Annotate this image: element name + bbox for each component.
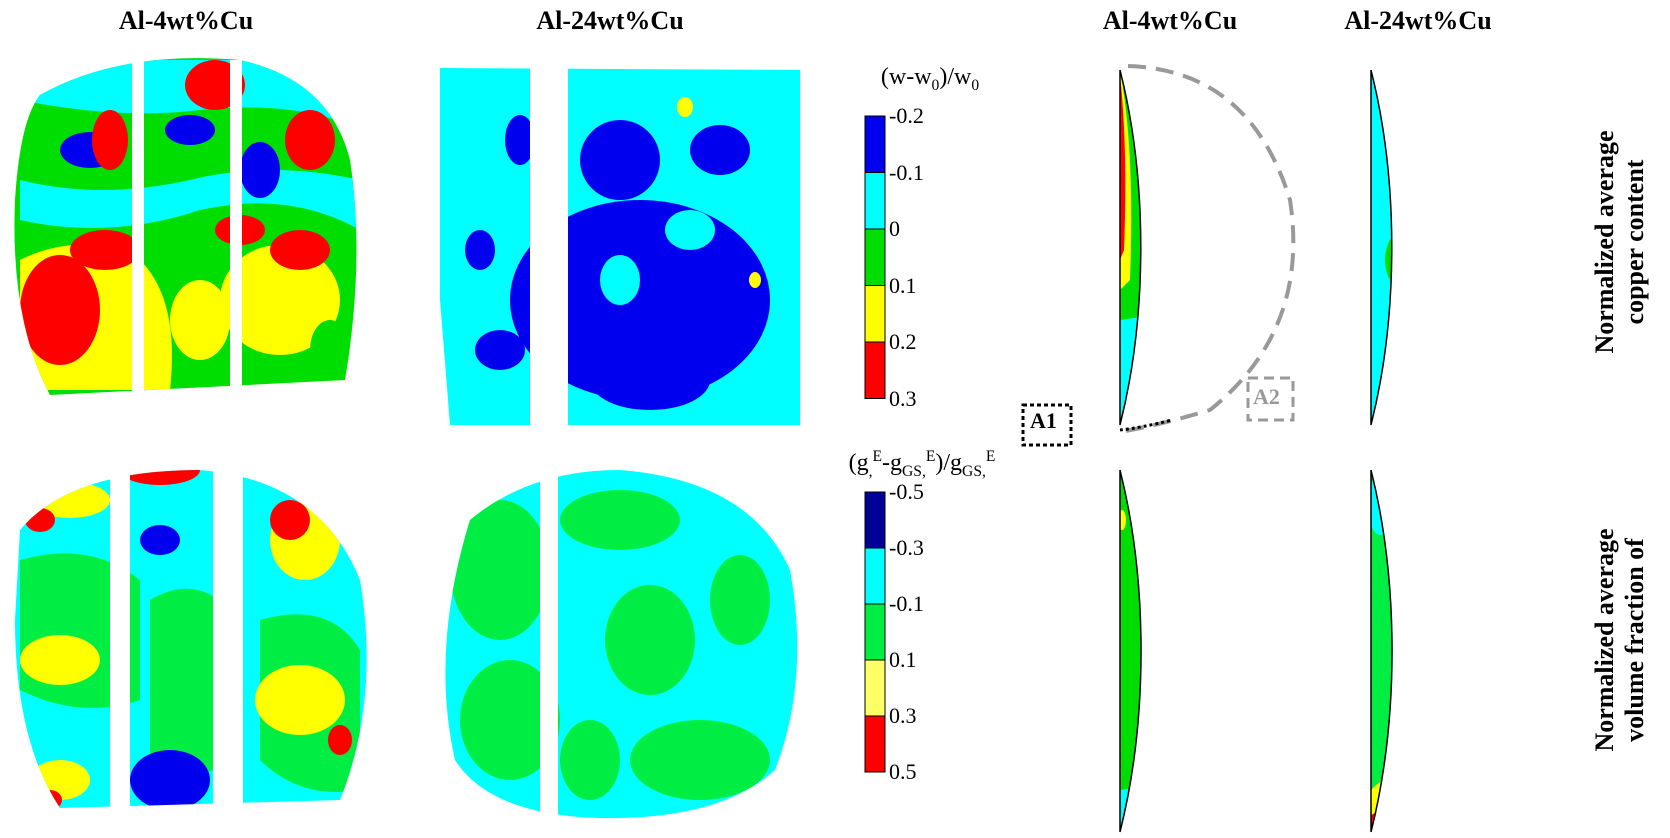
colorbar-bottom-segment (864, 715, 886, 773)
colorbar-bottom-segment (864, 547, 886, 605)
map-al24-copper (440, 68, 800, 425)
colorbar-bottom-tick-label: 0.5 (889, 759, 917, 784)
colorbar-top-tick-label: 0.2 (889, 329, 917, 354)
colorbar-bottom-segment (864, 603, 886, 661)
colorbar-volume-fraction (864, 491, 886, 773)
title-sim-al24-top: Al-24wt%Cu (1344, 6, 1492, 35)
colorbar-top-segment (864, 285, 886, 343)
colorbar-top-segment (864, 115, 886, 173)
colorbar-bottom-title: (g,E-gGS,E)/gGS,E (848, 448, 996, 480)
marker-a1: A1 (1030, 408, 1057, 433)
a2-dashed-arc (1119, 64, 1296, 434)
title-map-al4-top: Al-4wt%Cu (118, 6, 254, 35)
colorbar-top-tick-label: 0.1 (889, 272, 917, 298)
sim-al4-copper (1119, 69, 1142, 426)
sim-al24-copper (1370, 69, 1393, 426)
colorbar-bottom-tick-label: 0.3 (889, 703, 917, 728)
map-gap (530, 60, 568, 430)
marker-a2: A2 (1253, 384, 1280, 409)
row-label-top-line2: copper content (1620, 159, 1649, 325)
row-label-top-line1: Normalized average (1590, 130, 1619, 354)
row-label-bottom-line2: volume fraction of (1620, 538, 1649, 742)
a1-marker-box (1021, 403, 1073, 447)
a2-marker-box (1246, 376, 1295, 422)
colorbar-bottom-tick-label: -0.3 (889, 535, 924, 560)
map-al4-volume-fraction (15, 470, 367, 808)
map-al24-volume-fraction (445, 470, 798, 819)
sim-al4-volume-fraction (1119, 469, 1142, 833)
title-map-al24-top: Al-24wt%Cu (536, 6, 684, 35)
colorbar-bottom-tick-label: -0.5 (889, 479, 924, 504)
row-label-bottom: Normalized average volume fraction of (1590, 490, 1650, 790)
colorbar-bottom-segment (864, 659, 886, 717)
colorbar-copper-content (864, 115, 886, 399)
colorbar-top-tick-label: 0.3 (889, 385, 917, 411)
row-label-top: Normalized average copper content (1590, 92, 1650, 392)
colorbar-top-title: (w-w0)/w0 (880, 64, 980, 94)
colorbar-top-segment (864, 228, 886, 286)
sim-al24-volume-fraction (1370, 469, 1393, 833)
map-gap (132, 60, 144, 400)
map-al4-copper (14, 58, 357, 395)
colorbar-bottom-segment (864, 491, 886, 549)
map-gap (230, 60, 242, 400)
title-sim-al4-top: Al-4wt%Cu (1102, 6, 1238, 35)
row-label-bottom-line1: Normalized average (1590, 528, 1619, 752)
colorbar-top-tick-label: 0 (889, 216, 900, 241)
colorbar-top-tick-label: -0.2 (889, 103, 924, 128)
colorbar-top-segment (864, 172, 886, 230)
colorbar-bottom-tick-label: -0.1 (889, 591, 924, 616)
map-gap (110, 460, 130, 810)
colorbar-bottom-tick-label: 0.1 (889, 647, 917, 672)
map-gap (540, 460, 558, 830)
colorbar-top-tick-label: -0.1 (889, 159, 924, 185)
map-gap (213, 460, 243, 810)
colorbar-top-segment (864, 341, 886, 399)
